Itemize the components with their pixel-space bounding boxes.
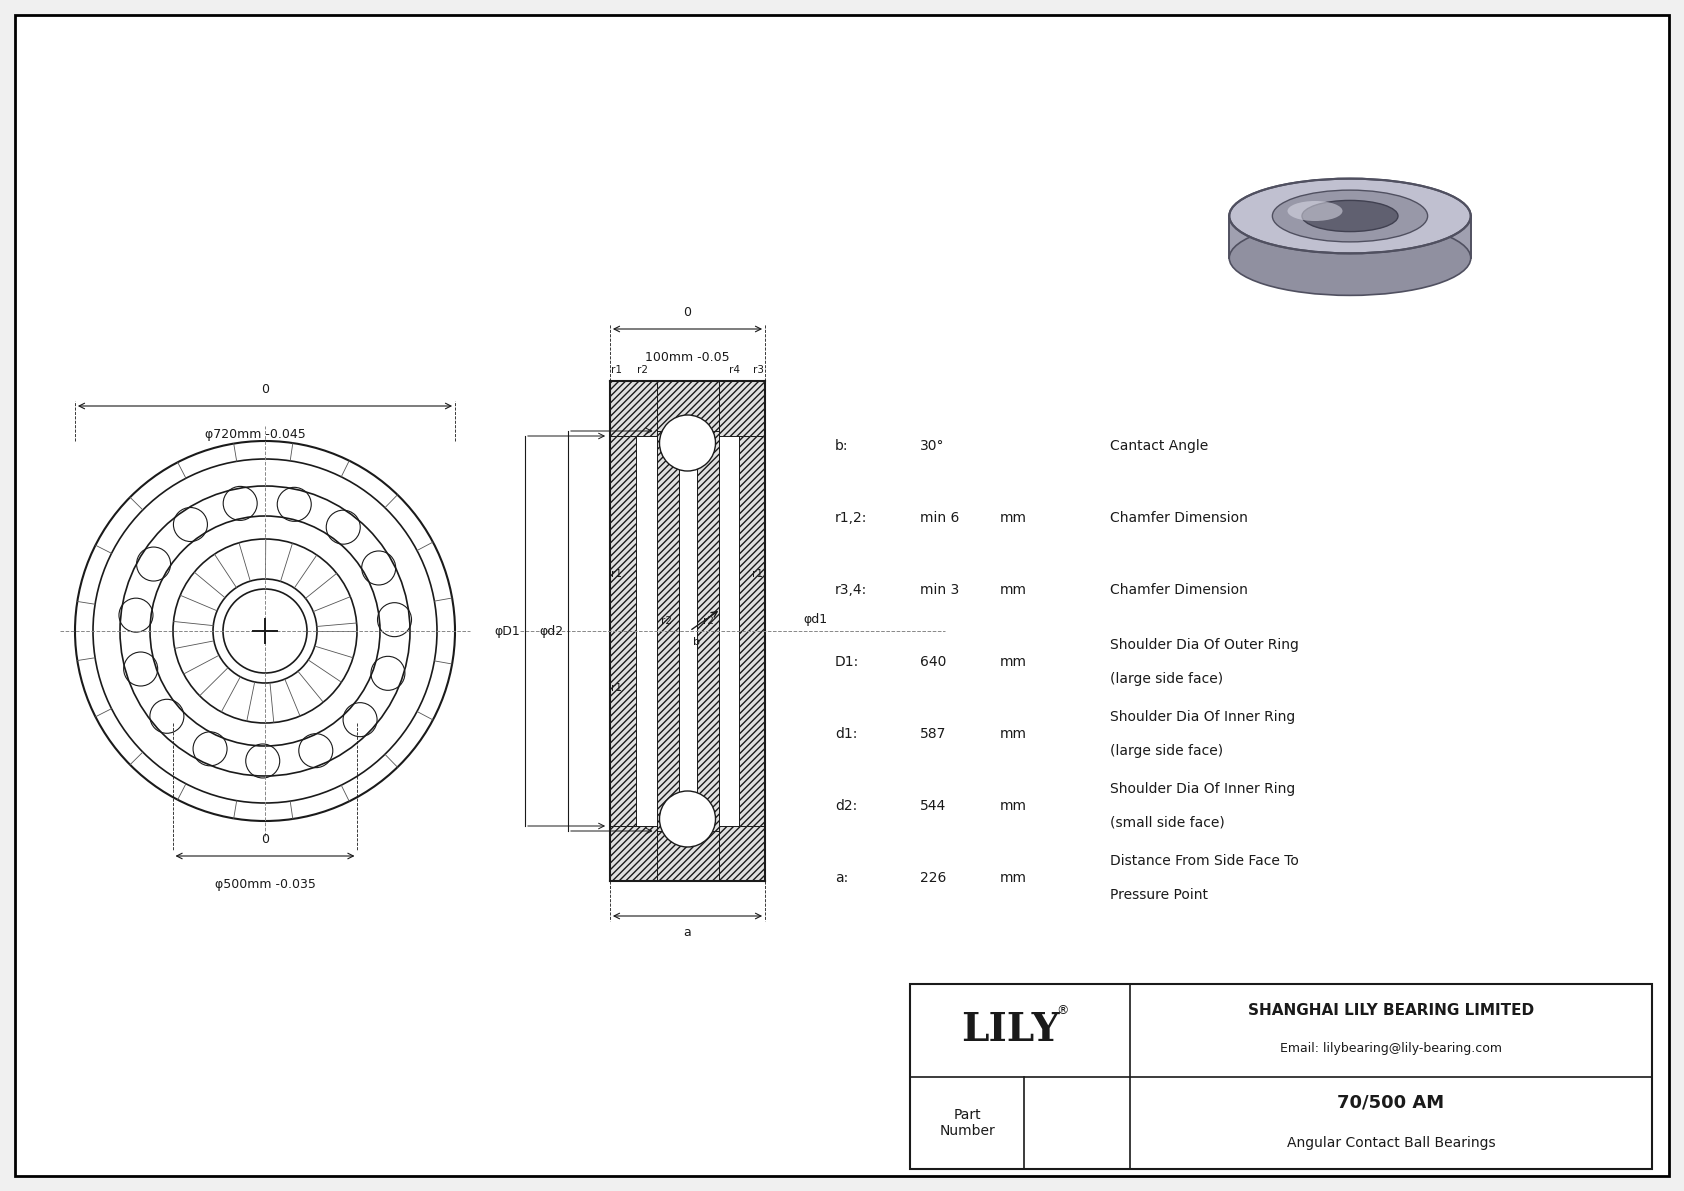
Text: d2:: d2:	[835, 799, 857, 813]
Text: r1: r1	[611, 682, 623, 693]
Text: 0: 0	[261, 833, 269, 846]
Text: min 6: min 6	[919, 511, 960, 525]
Text: 0: 0	[261, 384, 269, 395]
Text: r4: r4	[729, 364, 739, 375]
Circle shape	[660, 791, 716, 847]
Text: φd1: φd1	[803, 612, 827, 625]
Ellipse shape	[1288, 201, 1342, 222]
Text: Distance From Side Face To: Distance From Side Face To	[1110, 854, 1298, 868]
Ellipse shape	[1229, 220, 1470, 295]
Text: φD1: φD1	[493, 624, 520, 637]
Text: Chamfer Dimension: Chamfer Dimension	[1110, 584, 1248, 597]
Text: mm: mm	[1000, 584, 1027, 597]
Bar	[697, 431, 719, 831]
Text: (small side face): (small side face)	[1110, 816, 1224, 830]
Text: 587: 587	[919, 727, 946, 741]
Text: mm: mm	[1000, 871, 1027, 885]
Text: 226: 226	[919, 871, 946, 885]
Text: r1,2:: r1,2:	[835, 511, 867, 525]
Text: LILY: LILY	[962, 1011, 1059, 1049]
Text: r2: r2	[702, 616, 714, 626]
Text: Chamfer Dimension: Chamfer Dimension	[1110, 511, 1248, 525]
Text: d1:: d1:	[835, 727, 857, 741]
Circle shape	[660, 414, 716, 470]
Bar	[909, 984, 1652, 1170]
Bar	[657, 381, 719, 431]
Text: mm: mm	[1000, 511, 1027, 525]
Text: Email: lilybearing@lily-bearing.com: Email: lilybearing@lily-bearing.com	[1280, 1042, 1502, 1055]
Bar	[610, 381, 765, 436]
Text: (large side face): (large side face)	[1110, 672, 1223, 686]
Text: 70/500 AM: 70/500 AM	[1337, 1093, 1445, 1111]
Bar	[657, 831, 719, 881]
Text: r1: r1	[753, 569, 763, 579]
Text: ®: ®	[1056, 1004, 1068, 1017]
Text: Cantact Angle: Cantact Angle	[1110, 439, 1207, 453]
Text: SHANGHAI LILY BEARING LIMITED: SHANGHAI LILY BEARING LIMITED	[1248, 1003, 1534, 1018]
Bar	[697, 431, 719, 831]
Text: a:: a:	[835, 871, 849, 885]
Text: r3: r3	[753, 364, 765, 375]
Text: φd2: φd2	[539, 624, 562, 637]
Bar	[657, 431, 679, 831]
Text: b:: b:	[835, 439, 849, 453]
Text: r2: r2	[638, 364, 648, 375]
Bar	[610, 436, 637, 827]
Text: b: b	[694, 637, 701, 647]
Text: 30°: 30°	[919, 439, 945, 453]
Text: 640: 640	[919, 655, 946, 669]
Ellipse shape	[1229, 179, 1470, 254]
Text: 100mm -0.05: 100mm -0.05	[645, 351, 729, 364]
Text: min 3: min 3	[919, 584, 960, 597]
Text: D1:: D1:	[835, 655, 859, 669]
Text: Shoulder Dia Of Inner Ring: Shoulder Dia Of Inner Ring	[1110, 782, 1295, 796]
Bar	[610, 436, 637, 827]
Bar	[610, 381, 765, 436]
Text: mm: mm	[1000, 655, 1027, 669]
Ellipse shape	[1273, 191, 1428, 242]
Text: r1: r1	[611, 569, 623, 579]
Bar	[1229, 216, 1470, 258]
Bar	[739, 436, 765, 827]
Text: 0: 0	[684, 306, 692, 319]
Text: φ500mm -0.035: φ500mm -0.035	[214, 878, 315, 891]
Text: 544: 544	[919, 799, 946, 813]
Text: φ720mm -0.045: φ720mm -0.045	[205, 428, 305, 441]
Text: Shoulder Dia Of Inner Ring: Shoulder Dia Of Inner Ring	[1110, 710, 1295, 724]
Bar	[610, 827, 765, 881]
Text: r2: r2	[662, 616, 672, 626]
Bar	[657, 431, 679, 831]
Bar	[657, 381, 719, 431]
Text: Angular Contact Ball Bearings: Angular Contact Ball Bearings	[1287, 1136, 1495, 1149]
Text: Shoulder Dia Of Outer Ring: Shoulder Dia Of Outer Ring	[1110, 638, 1298, 651]
Bar	[657, 831, 719, 881]
Ellipse shape	[1302, 200, 1398, 231]
Bar	[610, 827, 765, 881]
Text: (large side face): (large side face)	[1110, 744, 1223, 757]
Bar	[739, 436, 765, 827]
Text: Pressure Point: Pressure Point	[1110, 888, 1207, 902]
Text: r3,4:: r3,4:	[835, 584, 867, 597]
Text: mm: mm	[1000, 727, 1027, 741]
Text: mm: mm	[1000, 799, 1027, 813]
Text: Part
Number: Part Number	[940, 1108, 995, 1137]
Text: a: a	[684, 925, 692, 939]
Text: r1: r1	[611, 364, 623, 375]
